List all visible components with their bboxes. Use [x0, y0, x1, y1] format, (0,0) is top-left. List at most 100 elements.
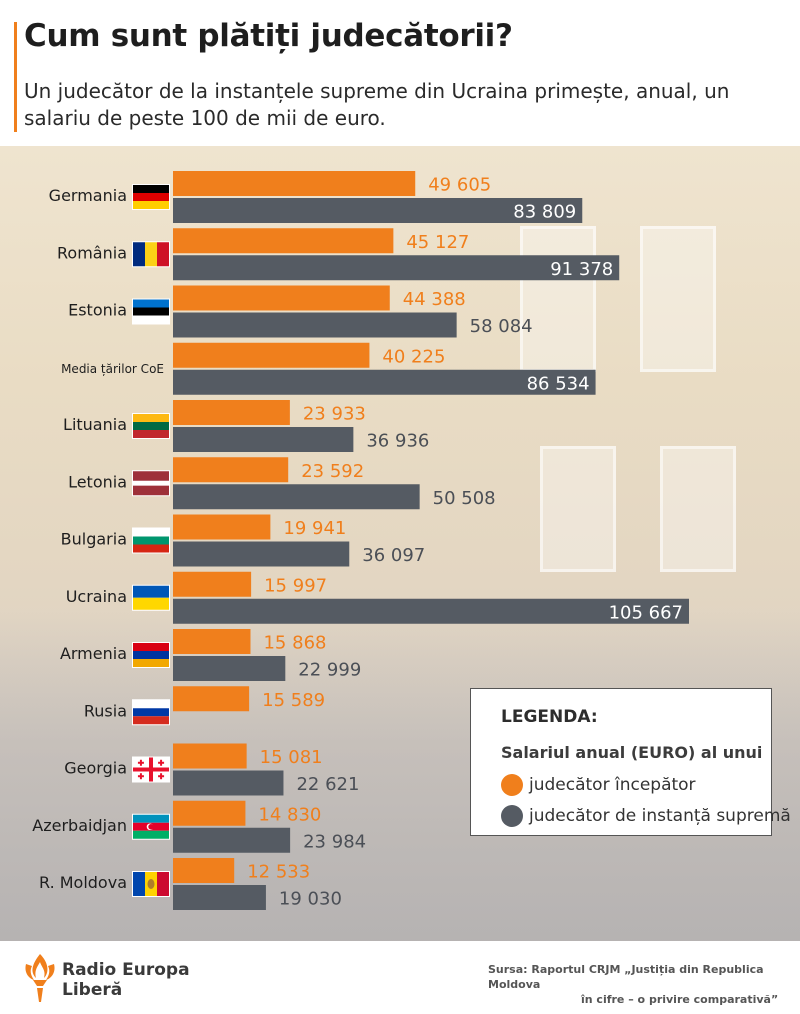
- chart-subtitle: Un judecător de la instanțele supreme di…: [24, 79, 730, 130]
- data-label: 23 592: [301, 461, 364, 482]
- bar-beginner: [173, 400, 290, 425]
- flag-emblem: [147, 879, 155, 889]
- data-label: 105 667: [609, 602, 683, 623]
- bar-beginner: [173, 285, 390, 311]
- flag-cross: [139, 759, 142, 766]
- flag-stripe: [133, 544, 169, 553]
- footer: [0, 941, 800, 1014]
- bar-supreme: [173, 312, 457, 338]
- data-label: 12 533: [247, 862, 310, 883]
- flag-stripe: [133, 872, 145, 896]
- legend-swatch-gray: [501, 805, 523, 827]
- data-label: 23 984: [303, 831, 366, 852]
- data-label: 58 084: [470, 316, 533, 337]
- data-label: 14 830: [258, 804, 321, 825]
- flag-stripe: [133, 185, 169, 193]
- flag-stripe: [133, 651, 169, 659]
- category-label: Letonia: [68, 472, 127, 491]
- legend-title: LEGENDA:: [501, 707, 598, 727]
- data-label: 49 605: [428, 175, 491, 196]
- chart-title: Cum sunt plătiți judecătorii?: [24, 18, 513, 54]
- bar-supreme: [173, 598, 689, 624]
- source-note: Sursa: Raportul CRJM „Justiția din Repub…: [488, 962, 786, 1007]
- flag-stripe: [133, 430, 169, 438]
- category-label: Estonia: [68, 301, 127, 320]
- category-label: Bulgaria: [61, 530, 127, 549]
- data-label: 15 081: [260, 747, 323, 768]
- source-line-1: Sursa: Raportul CRJM „Justiția din Repub…: [488, 963, 764, 991]
- category-label: Azerbaidjan: [32, 816, 127, 835]
- flag-stripe: [133, 708, 169, 717]
- bar-beginner: [173, 571, 252, 597]
- flag-stripe: [133, 315, 169, 324]
- bar-beginner: [173, 629, 251, 654]
- category-label: Media țărilor CoE: [61, 362, 164, 376]
- data-label: 19 030: [279, 889, 342, 910]
- flag-stripe: [133, 716, 169, 725]
- flag-stripe: [133, 201, 169, 209]
- legend-subtitle: Salariul anual (EURO) al unui: [501, 743, 763, 762]
- data-label: 22 621: [296, 774, 359, 795]
- legend-item-beginner: judecător începător: [501, 773, 696, 797]
- source-line-2: în cifre – o privire comparativă”: [581, 993, 779, 1006]
- flag-stripe: [133, 700, 169, 709]
- bar-beginner: [173, 858, 235, 883]
- window-shape: [520, 226, 596, 372]
- data-label: 36 936: [366, 431, 429, 452]
- data-label: 40 225: [382, 346, 445, 367]
- bar-beginner: [173, 342, 370, 368]
- title-accent-bar: [14, 22, 17, 132]
- data-label: 15 589: [262, 690, 325, 711]
- flag-stripe: [133, 643, 169, 651]
- flag-cross: [139, 773, 142, 780]
- window-shape: [640, 226, 716, 372]
- data-label: 19 941: [283, 518, 346, 539]
- bar-beginner: [173, 457, 289, 483]
- flag-stripe: [133, 242, 145, 267]
- flag-stripe: [157, 242, 169, 267]
- legend-label: judecător începător: [529, 775, 696, 795]
- torch-logo-icon: [25, 954, 55, 1002]
- data-label: 91 378: [550, 259, 613, 280]
- flag-stripe: [133, 830, 169, 839]
- bar-supreme: [173, 770, 284, 796]
- legend: LEGENDA: Salariul anual (EURO) al unui j…: [470, 688, 791, 836]
- flag-stripe: [145, 242, 157, 267]
- flag-stripe: [133, 480, 169, 486]
- flag-stripe: [133, 597, 169, 610]
- flag-stripe: [133, 528, 169, 537]
- brand-logo-text: Radio Europa Liberă: [62, 960, 190, 1000]
- flag-stripe: [133, 471, 169, 481]
- category-label: Georgia: [64, 759, 127, 778]
- flag-stripe: [133, 299, 169, 308]
- flag-crescent: [148, 824, 154, 830]
- data-label: 44 388: [403, 289, 466, 310]
- data-label: 86 534: [527, 373, 590, 394]
- bar-beginner: [173, 686, 250, 712]
- header: Cum sunt plătiți judecătorii? Un judecăt…: [0, 0, 800, 146]
- bar-supreme: [173, 541, 350, 567]
- bar-supreme: [173, 656, 286, 681]
- bar-supreme: [173, 198, 583, 223]
- bar-supreme: [173, 484, 420, 510]
- flag-stripe: [133, 536, 169, 545]
- bar-supreme: [173, 427, 354, 452]
- flag-stripe: [157, 872, 169, 896]
- flag-stripe: [133, 585, 169, 598]
- data-label: 50 508: [433, 488, 496, 509]
- category-label: Lituania: [63, 415, 127, 434]
- bar-supreme: [173, 255, 620, 281]
- data-label: 83 809: [513, 202, 576, 223]
- data-label: 45 127: [406, 232, 469, 253]
- bar-supreme: [173, 827, 291, 853]
- flag-stripe: [133, 485, 169, 496]
- flag-cross: [160, 759, 163, 766]
- window-shape: [660, 446, 736, 572]
- bar-chart: Germania 49 605 83 809 România 45 127 91 378 E…: [32, 171, 689, 910]
- flag-stripe: [133, 193, 169, 201]
- data-label: 22 999: [298, 660, 361, 681]
- category-label: Rusia: [84, 701, 127, 720]
- data-label: 15 868: [263, 633, 326, 654]
- data-label: 36 097: [362, 545, 425, 566]
- flag-stripe: [133, 414, 169, 422]
